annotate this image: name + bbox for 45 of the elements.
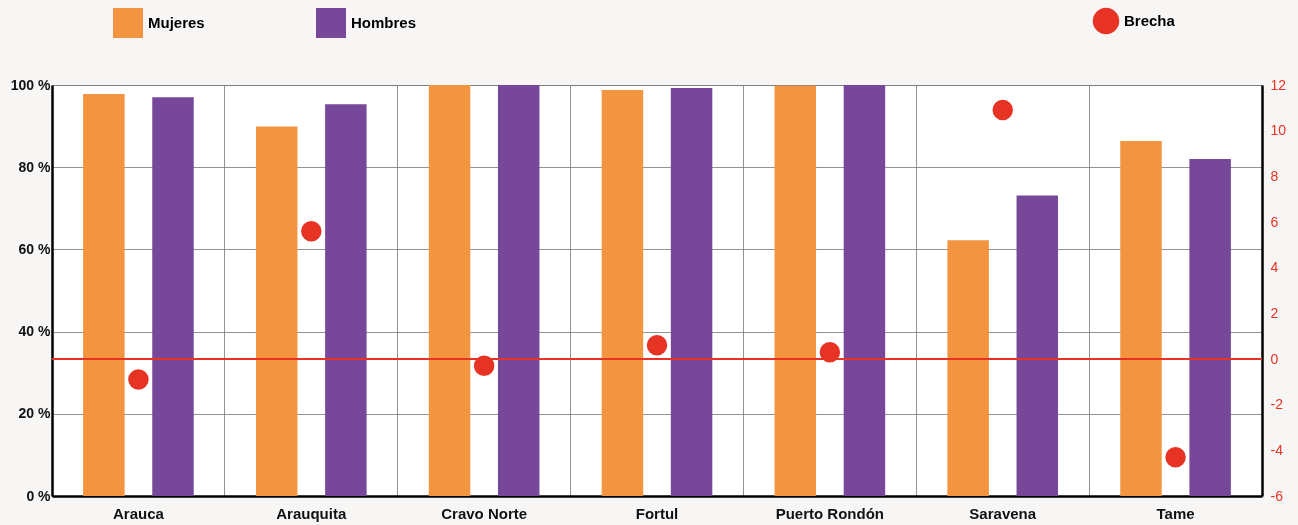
x-tick-label: Tame xyxy=(1156,504,1195,522)
bar xyxy=(1016,195,1059,496)
point xyxy=(992,99,1013,121)
legend-label: Brecha xyxy=(1124,12,1176,29)
x-tick-label: Cravo Norte xyxy=(441,504,528,522)
y2-tick-label: 4 xyxy=(1270,259,1279,276)
y-tick-label: 20 % xyxy=(18,405,52,422)
bar xyxy=(255,126,298,496)
bar xyxy=(152,97,194,496)
bar xyxy=(1189,158,1231,496)
point xyxy=(646,335,668,356)
y2-tick-label: 8 xyxy=(1270,167,1279,184)
y2-tick-label: -6 xyxy=(1270,487,1284,504)
x-tick-label: Puerto Rondón xyxy=(775,504,885,522)
bar xyxy=(774,85,817,496)
y-tick-label: 100 % xyxy=(10,76,52,93)
y-tick-label: 40 % xyxy=(18,323,52,340)
y-tick-label: 60 % xyxy=(18,240,52,257)
bar xyxy=(428,85,471,496)
legend-label: Hombres xyxy=(351,14,417,31)
bar xyxy=(947,240,989,496)
point xyxy=(301,220,322,242)
y2-tick-label: 0 xyxy=(1270,350,1279,367)
y2-tick-label: -2 xyxy=(1270,396,1284,413)
y2-tick-label: 6 xyxy=(1270,213,1279,230)
legend-label: Mujeres xyxy=(148,14,205,31)
bar xyxy=(670,87,713,496)
y2-tick-label: 2 xyxy=(1270,304,1279,321)
y-tick-label: 0 % xyxy=(26,487,52,504)
point xyxy=(1165,446,1186,468)
bar xyxy=(497,85,540,496)
x-tick-label: Fortul xyxy=(635,504,679,522)
y2-tick-label: 10 xyxy=(1270,122,1287,139)
y2-tick-label: 12 xyxy=(1270,76,1287,93)
x-tick-label: Arauca xyxy=(113,504,165,522)
y2-tick-label: -4 xyxy=(1270,441,1284,458)
bar xyxy=(1120,140,1162,496)
bar xyxy=(843,85,886,496)
x-tick-label: Arauquita xyxy=(276,504,347,522)
y-tick-label: 80 % xyxy=(18,158,52,175)
bar xyxy=(325,104,367,496)
x-tick-label: Saravena xyxy=(969,504,1037,522)
bar xyxy=(83,94,125,496)
point xyxy=(128,369,149,390)
bar xyxy=(601,89,644,496)
